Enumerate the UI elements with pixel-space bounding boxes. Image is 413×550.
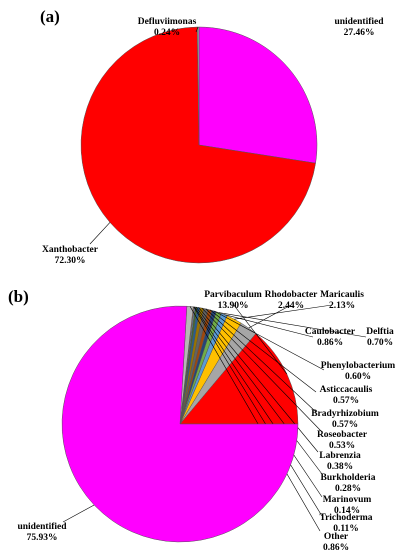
slice-label-pct: 2.13% [329,301,355,311]
pie-slice-xanthobacter [80,26,316,264]
pie-slice-unidentified [198,26,318,164]
leader-line [209,309,317,393]
slice-label-name: Roseobacter [317,430,368,440]
pie-slice-parvibaculum [179,333,299,425]
slice-label-pct: 0.86% [317,338,343,348]
slice-label-pct: 0.28% [335,484,361,494]
leader-line [234,304,333,320]
slice-label-pct: 0.38% [327,462,353,472]
leader-line [205,308,317,413]
panel-b-label: (b) [8,287,29,306]
leader-line [195,306,323,475]
slice-label-pct: 75.93% [27,533,58,543]
slice-label-pct: 0.53% [329,441,355,451]
slice-label-pct: 2.44% [278,301,304,311]
leader-line [189,306,321,532]
slice-label-name: Caulobacter [305,327,356,337]
slice-label-pct: 0.86% [323,543,349,550]
slice-label-pct: 13.90% [218,301,249,311]
slice-label-name: Other [324,532,349,542]
slice-label-name: Phenylobacterium [321,361,395,371]
slice-label-pct: 27.46% [344,28,375,38]
leader-line [213,310,325,371]
slice-label-pct: 0.57% [333,396,359,406]
leader-line [89,222,111,245]
leader-line [248,304,292,329]
slice-label-pct: 0.70% [367,338,393,348]
slice-label-pct: 0.57% [332,420,358,430]
pie-slice-unidentified [61,305,299,543]
slice-label-name: Trichoderma [319,513,372,523]
slice-label-name: Parvibaculum [204,290,262,300]
slice-label-pct: 0.60% [345,372,371,382]
slice-label-name: unidentified [334,17,384,27]
slice-label-name: Labrenzia [319,451,361,461]
slice-label-name: Marinovum [323,495,372,505]
slice-label-name: Bradyrhizobium [311,409,379,419]
panel-a-label: (a) [40,7,60,26]
slice-label-name: Delftia [366,327,394,337]
leader-line [195,26,199,33]
slice-label-pct: 0.14% [334,506,360,516]
slice-label-name: Defluviimonas [138,17,197,27]
slice-label-pct: 0.11% [333,524,359,534]
slice-label-name: Xanthobacter [42,245,99,255]
leader-line [193,306,323,517]
slice-label-pct: 72.30% [55,256,86,266]
leader-line [194,306,323,498]
slice-label-name: Maricaulis [320,290,364,300]
slice-label-name: unidentified [17,522,67,532]
slice-label-name: Asticcacaulis [320,385,373,395]
leader-line [62,504,95,523]
slice-label-pct: 0.24% [154,28,180,38]
slice-label-name: Burkholderia [321,473,376,483]
slice-label-name: Rhodobacter [265,290,319,300]
leader-line [218,312,367,338]
leader-line [224,314,314,338]
leader-line [201,307,323,433]
